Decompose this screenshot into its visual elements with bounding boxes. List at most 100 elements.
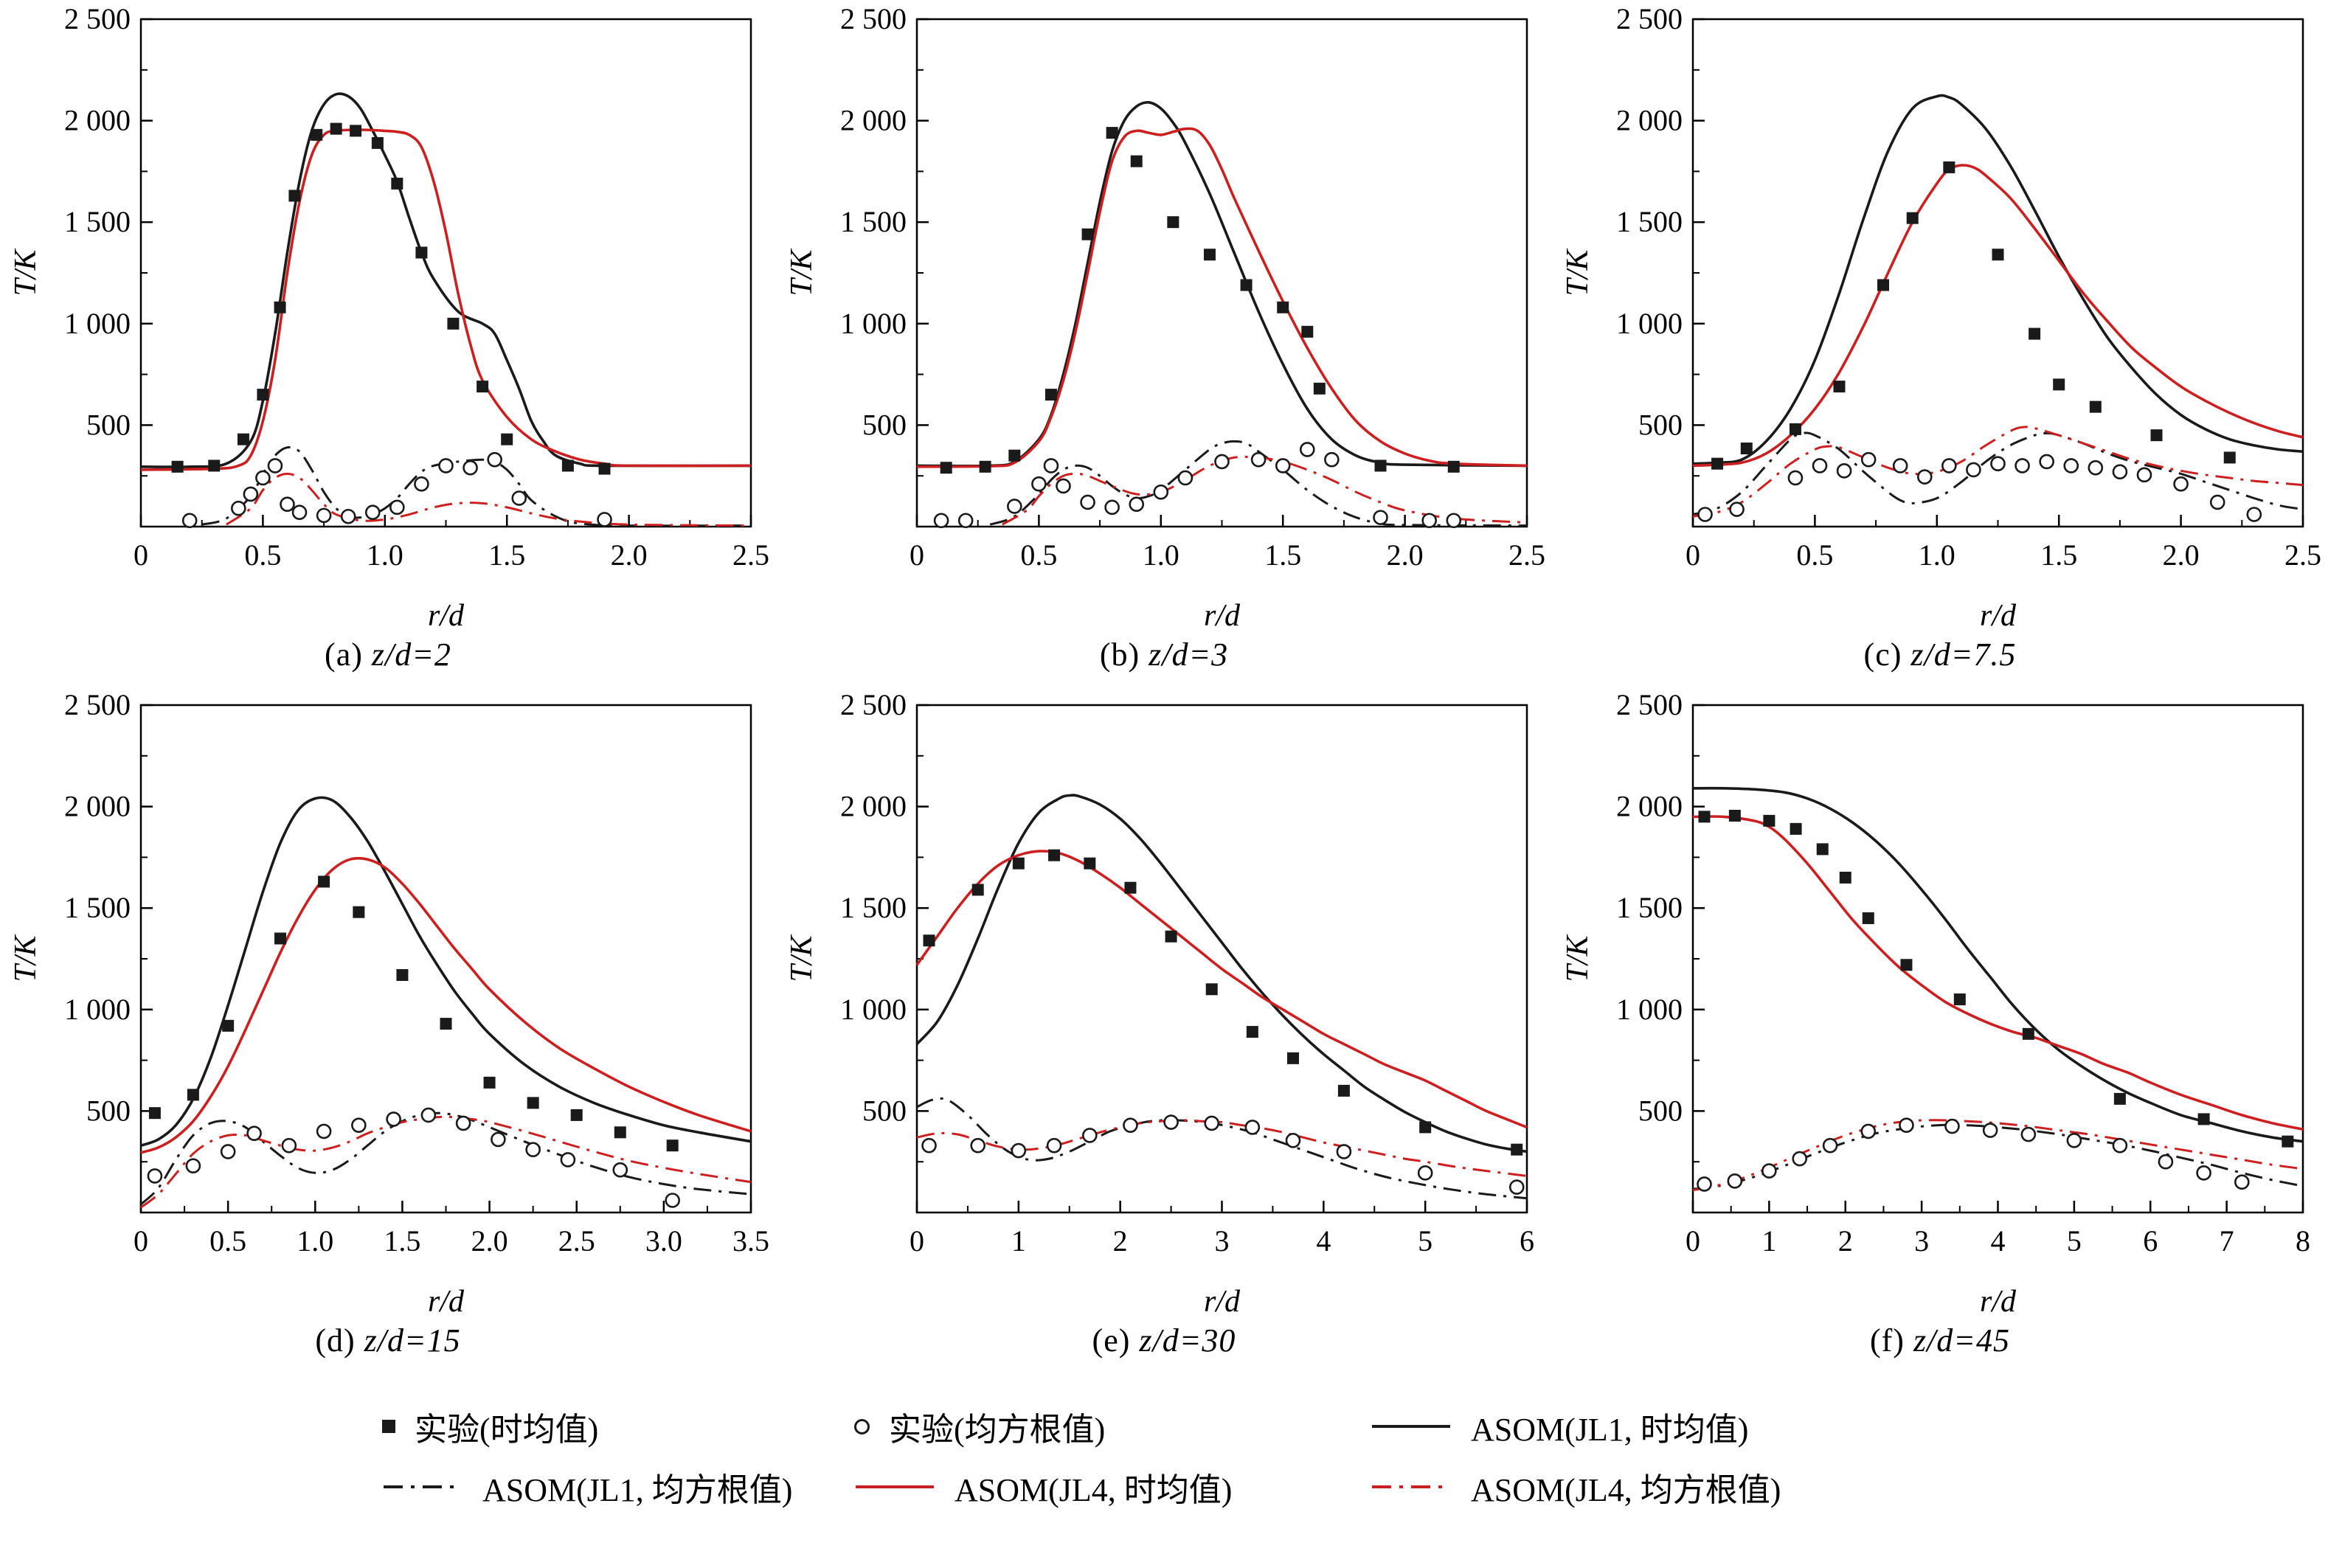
x-tick-label: 2.0 [1387, 538, 1424, 572]
x-axis: 0 0.5 1.0 1.5 2.0 2.5 3.0 3.5 [134, 1201, 769, 1257]
caption-formula: z/d=3 [1149, 636, 1229, 673]
y-tick-label: 1 500 [1616, 891, 1683, 924]
x-tick-label: 2 [1113, 1224, 1128, 1257]
figure-legend: 实验(时均值) 实验(均方根值) ASOM(JL1, 时均值) ASOM(JL1… [0, 1403, 2328, 1510]
caption-index: (b) [1099, 636, 1149, 673]
dashdot-red-line-marker [1372, 1485, 1450, 1488]
x-tick-label: 1.0 [1919, 538, 1955, 572]
x-tick-label: 1 [1011, 1224, 1026, 1257]
y-tick-label: 1 000 [840, 307, 907, 340]
y-tick-label: 2 500 [64, 6, 131, 35]
series-asom-jl1-rms [1692, 431, 2304, 516]
subplot-d-plot: 0 0.5 1.0 1.5 2.0 2.5 3.0 3.5 500 1 000 1 500 2 000… [4, 688, 772, 1320]
plot-frame [915, 704, 1528, 1214]
y-axis: 500 1 000 1 500 2 000 2 500 [840, 2, 929, 477]
y-tick-label: 2 000 [1616, 790, 1683, 823]
x-tick-label: 0 [1686, 538, 1700, 572]
x-tick-label: 2.5 [2284, 538, 2321, 572]
series-exp-rms [921, 1114, 1525, 1195]
subplot-b-plot: 0 0.5 1.0 1.5 2.0 2.5 500 1 000 1 500 2 000 2 500 r… [780, 2, 1548, 634]
subplot-a-plot: 0 0.5 1.0 1.5 2.0 2.5 500 1 000 1 500 2 000 2 500 r… [4, 2, 772, 634]
y-tick-label: 1 000 [1616, 307, 1683, 340]
y-tick-label: 1 000 [64, 993, 131, 1026]
y-tick-label: 500 [862, 408, 907, 441]
series-asom-jl4-rms [1002, 455, 1528, 526]
x-tick-label: 1.0 [297, 1224, 333, 1257]
legend-item-jl1-rms: ASOM(JL1, 均方根值) [382, 1463, 854, 1510]
series-asom-jl1-mean [1692, 94, 2304, 465]
subplot-a: 0 0.5 1.0 1.5 2.0 2.5 500 1 000 1 500 2 000 2 500 r… [0, 2, 776, 692]
charts-grid: 0 0.5 1.0 1.5 2.0 2.5 500 1 000 1 500 2 000 2 500 r… [0, 2, 2328, 1378]
caption-formula: z/d=15 [364, 1322, 461, 1359]
x-tick-label: 1.5 [2040, 538, 2077, 572]
x-axis-title: r/d [1980, 1285, 2017, 1319]
x-tick-label: 8 [2296, 1224, 2310, 1257]
series-asom-jl1-mean [140, 796, 752, 1147]
subplot-a-caption: (a) z/d=2 [325, 636, 451, 673]
x-tick-label: 0 [910, 538, 924, 572]
series-asom-jl1-rms [916, 1097, 1528, 1200]
y-axis: 500 1 000 1 500 2 000 2 500 [840, 688, 929, 1163]
y-tick-label: 1 000 [840, 993, 907, 1026]
subplot-c: 0 0.5 1.0 1.5 2.0 2.5 500 1 000 1 500 2 000 2 500 r… [1552, 2, 2328, 692]
plot-frame [1691, 18, 2304, 528]
filled-square-marker [382, 1420, 395, 1433]
x-tick-label: 4 [1316, 1224, 1331, 1257]
series-asom-jl4-rms [916, 1119, 1528, 1177]
x-tick-label: 3 [1215, 1224, 1230, 1257]
x-axis-title: r/d [428, 599, 465, 633]
x-axis: 0 0.5 1.0 1.5 2.0 2.5 [134, 515, 769, 572]
x-axis-title: r/d [428, 1285, 465, 1319]
y-tick-label: 2 000 [840, 104, 907, 137]
plot-frame [139, 18, 752, 528]
y-axis-title: T/K [785, 934, 819, 982]
y-axis-title: T/K [1561, 248, 1595, 296]
series-exp-rms [1697, 451, 2262, 522]
y-tick-label: 2 500 [840, 692, 907, 721]
x-tick-label: 0 [134, 1224, 148, 1257]
y-tick-label: 500 [1638, 408, 1683, 441]
chart-svg: 0 0.5 1.0 1.5 2.0 2.5 500 1 000 1 500 2 000 2 500 r… [1561, 2, 2321, 633]
series-asom-jl1-rms [139, 1111, 752, 1206]
subplot-b: 0 0.5 1.0 1.5 2.0 2.5 500 1 000 1 500 2 000 2 500 r… [776, 2, 1552, 692]
open-circle-marker [854, 1418, 870, 1435]
chart-svg: 0 0.5 1.0 1.5 2.0 2.5 500 1 000 1 500 2 000 2 500 r… [785, 2, 1545, 633]
x-tick-label: 5 [2067, 1224, 2082, 1257]
caption-index: (e) [1092, 1322, 1140, 1359]
series-asom-jl4-rms [1692, 1119, 2304, 1192]
x-tick-label: 7 [2220, 1224, 2234, 1257]
subplot-f-plot: 0 1 2 3 4 5 6 7 8 500 1 000 1 500 2 000 2 500 r/d T/K [1556, 688, 2324, 1320]
y-tick-label: 1 500 [64, 205, 131, 238]
y-tick-label: 1 500 [840, 205, 907, 238]
series-asom-jl1-mean [915, 794, 1528, 1154]
chart-svg: 0 1 2 3 4 5 6 7 8 500 1 000 1 500 2 000 2 500 r/d T/K [1561, 688, 2310, 1319]
y-axis-title: T/K [1561, 934, 1595, 982]
caption-formula: z/d=45 [1913, 1322, 2010, 1359]
series-exp-rms [1697, 1117, 2250, 1192]
x-tick-label: 1.0 [367, 538, 403, 572]
series-exp-mean [1711, 161, 2236, 470]
x-tick-label: 0 [1686, 1224, 1700, 1257]
caption-index: (d) [315, 1322, 364, 1359]
y-tick-label: 500 [1638, 1094, 1683, 1127]
x-axis: 0 1 2 3 4 5 6 7 8 [1686, 1201, 2310, 1257]
x-tick-label: 2.0 [471, 1224, 508, 1257]
legend-label: ASOM(JL1, 时均值) [1471, 1412, 1749, 1448]
series-exp-mean [923, 849, 1523, 1156]
y-axis: 500 1 000 1 500 2 000 2 500 [64, 688, 153, 1163]
series-exp-mean [148, 875, 679, 1152]
series-asom-jl4-rms [225, 472, 752, 527]
legend-label: 实验(时均值) [415, 1412, 599, 1448]
series-asom-jl4-rms [1692, 426, 2304, 518]
subplot-e-plot: 0 1 2 3 4 5 6 500 1 000 1 500 2 000 2 500 r/d T/K [780, 688, 1548, 1320]
subplot-e: 0 1 2 3 4 5 6 500 1 000 1 500 2 000 2 500 r/d T/K (e)… [776, 688, 1552, 1378]
caption-formula: z/d=30 [1139, 1322, 1236, 1359]
y-axis-title: T/K [785, 248, 819, 296]
legend-label: ASOM(JL1, 均方根值) [482, 1472, 793, 1508]
series-exp-rms [181, 451, 612, 529]
x-axis-title: r/d [1980, 599, 2017, 633]
x-tick-label: 0.5 [1020, 538, 1057, 572]
y-tick-label: 1 000 [64, 307, 131, 340]
series-asom-jl1-mean [1692, 786, 2304, 1143]
